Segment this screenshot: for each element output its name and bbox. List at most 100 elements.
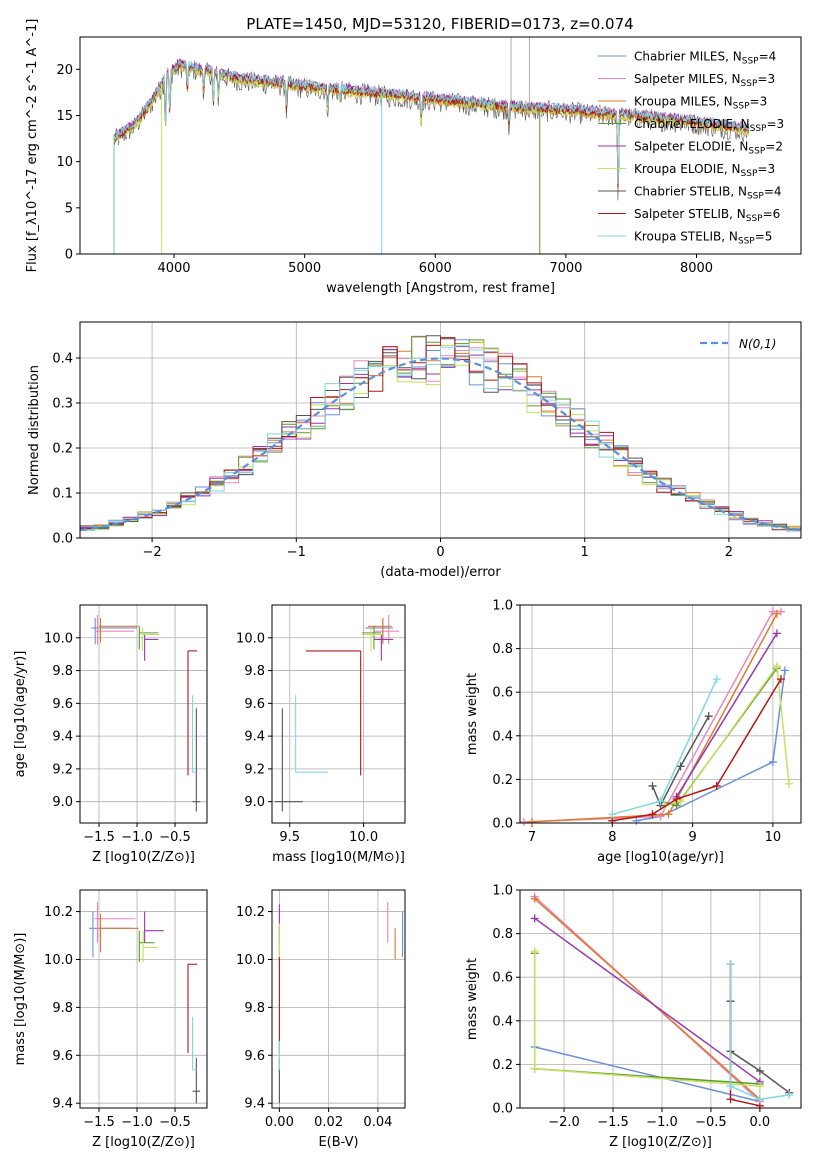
y-tick-label: 0.1 xyxy=(52,487,73,502)
x-tick-label: 6000 xyxy=(419,261,452,276)
massweight-marker xyxy=(530,894,539,903)
mass_vs_ebv-axes: 0.00 0.02 0.04 9.4 9.6 9.8 10.0 10.2 E(B-V) xyxy=(236,890,405,1150)
y-tick-label: 0.6 xyxy=(492,686,513,701)
y-tick-label: 0.4 xyxy=(492,729,513,744)
x-axis-label: age [log10(age/yr)] xyxy=(597,850,724,865)
y-tick-label: 10.2 xyxy=(236,905,265,920)
errorbar-point-chabrier-elodie xyxy=(138,930,155,962)
errorbar-point-kroupa-miles xyxy=(99,913,139,953)
massweight-line-kroupa-elodie xyxy=(533,951,760,1087)
errorbar-point-kroupa-miles xyxy=(99,618,139,643)
errorbar-point-salpeter-miles xyxy=(94,901,136,943)
errorbar-point-chabrier-elodie xyxy=(362,626,382,650)
spectrum-series-salpeter-stelib xyxy=(113,60,750,254)
massweight-marker xyxy=(726,1095,735,1104)
mass_vs_ebv-frame xyxy=(271,889,406,1109)
legend-label: Chabrier STELIB, NSSP=4 xyxy=(634,185,782,202)
x-tick-label: 8 xyxy=(608,830,616,845)
y-tick-label: 9.0 xyxy=(52,795,73,810)
errorbar-point-salpeter-stelib xyxy=(187,963,198,1053)
massweight_vs_age-frame xyxy=(519,604,802,824)
massweight-line-kroupa-miles xyxy=(534,898,761,1100)
x-tick-label: −0.5 xyxy=(159,830,191,845)
errorbar-point-salpeter-stelib xyxy=(187,650,198,776)
spectrum-series-salpeter-miles xyxy=(113,59,750,254)
y-tick-label: 0.0 xyxy=(52,532,73,547)
massweight-marker xyxy=(755,1095,764,1104)
y-tick-label: 0.3 xyxy=(52,397,73,412)
x-tick-label: 0.00 xyxy=(265,1115,294,1130)
y-tick-label: 0.2 xyxy=(492,1058,513,1073)
massweight-marker xyxy=(772,662,781,671)
y-tick-label: 0.0 xyxy=(492,817,513,832)
y-tick-label: 0.4 xyxy=(492,1014,513,1029)
x-tick-label: 7000 xyxy=(549,261,582,276)
x-tick-label: −1.0 xyxy=(121,830,153,845)
y-axis-label: Flux [f_λ10^-17 erg cm^-2 s^-1 A^-1] xyxy=(25,19,40,273)
massweight-marker xyxy=(780,666,789,675)
x-tick-label: 1 xyxy=(581,545,589,560)
y-tick-label: 9.4 xyxy=(52,1097,73,1112)
y-tick-label: 9.4 xyxy=(52,730,73,745)
y-tick-label: 10.2 xyxy=(44,905,73,920)
x-axis-label: wavelength [Angstrom, rest frame] xyxy=(326,281,555,296)
x-tick-label: −1.5 xyxy=(83,830,115,845)
y-tick-label: 1.0 xyxy=(492,599,513,614)
y-axis-label: Normed distribution xyxy=(27,365,42,495)
y-axis-label: age [log10(age/yr)] xyxy=(13,651,28,778)
errorbar-point-kroupa-elodie xyxy=(141,627,160,651)
age_vs_mass-frame xyxy=(271,604,406,824)
x-tick-label: −1 xyxy=(287,545,306,560)
x-tick-label: −1.0 xyxy=(121,1115,153,1130)
errorbar-point-chabrier-stelib xyxy=(192,1057,201,1104)
y-tick-label: 9.8 xyxy=(52,664,73,679)
y-tick-label: 10 xyxy=(56,155,73,170)
y-tick-label: 10.0 xyxy=(236,631,265,646)
y-tick-label: 0 xyxy=(65,248,73,263)
x-tick-label: 4000 xyxy=(157,261,190,276)
errorbar-point-kroupa-elodie xyxy=(142,930,159,962)
massweight-marker xyxy=(755,1066,764,1075)
errorbar-point-salpeter-elodie xyxy=(144,911,164,943)
massweight-line-salpeter-elodie xyxy=(534,917,761,1083)
massweight-marker xyxy=(656,812,665,821)
massweight-line-kroupa-stelib xyxy=(729,964,790,1101)
massweight-marker xyxy=(704,712,713,721)
y-tick-label: 0.2 xyxy=(52,442,73,457)
y-tick-label: 0.0 xyxy=(492,1102,513,1117)
x-tick-label: 0.0 xyxy=(750,1115,771,1130)
legend-label: Kroupa ELODIE, NSSP=3 xyxy=(634,162,775,179)
massweight-marker xyxy=(755,1082,764,1091)
spectrum-series-chabrier-stelib xyxy=(113,58,750,254)
errorbar-point-kroupa-stelib xyxy=(192,1016,197,1071)
y-tick-label: 20 xyxy=(56,63,73,78)
massweight-marker xyxy=(768,607,777,616)
spectrum-axes: 4000 5000 6000 7000 8000 0 5 10 15 20 wavelength [… xyxy=(25,19,713,296)
y-tick-label: 0.2 xyxy=(492,773,513,788)
y-tick-label: 0.4 xyxy=(52,352,73,367)
legend-label: Salpeter ELODIE, NSSP=2 xyxy=(634,140,783,157)
errorbar-point-chabrier-stelib xyxy=(274,708,304,812)
legend-label: Salpeter MILES, NSSP=3 xyxy=(634,72,775,89)
y-tick-label: 9.6 xyxy=(244,1049,265,1064)
massweight-line-chabrier-miles xyxy=(534,1046,761,1103)
age_vs_Z-axes: −1.5 −1.0 −0.5 9.0 9.2 9.4 9.6 9.8 10.0 Z [log10(… xyxy=(13,605,207,865)
y-tick-label: 10.0 xyxy=(44,953,73,968)
massweight-marker xyxy=(664,810,673,819)
massweight-marker xyxy=(648,810,657,819)
residual-histogram-kroupa-stelib xyxy=(80,345,801,531)
massweight-marker xyxy=(726,1082,735,1091)
spectrum-series-kroupa-miles xyxy=(113,63,750,254)
massweight-marker xyxy=(672,795,681,804)
y-axis-label: mass weight xyxy=(465,958,480,1040)
x-tick-label: −2.0 xyxy=(548,1115,580,1130)
errorbar-point-salpeter-elodie xyxy=(373,634,394,661)
legend-label: Chabrier MILES, NSSP=4 xyxy=(634,50,776,67)
errorbar-point-salpeter-elodie xyxy=(144,634,159,661)
massweight-line-kroupa-elodie xyxy=(664,663,790,807)
errorbar-point-salpeter-stelib xyxy=(305,650,362,776)
massweight-line-kroupa-stelib xyxy=(612,678,718,816)
massweight-marker xyxy=(676,762,685,771)
massweight-marker xyxy=(676,797,685,806)
